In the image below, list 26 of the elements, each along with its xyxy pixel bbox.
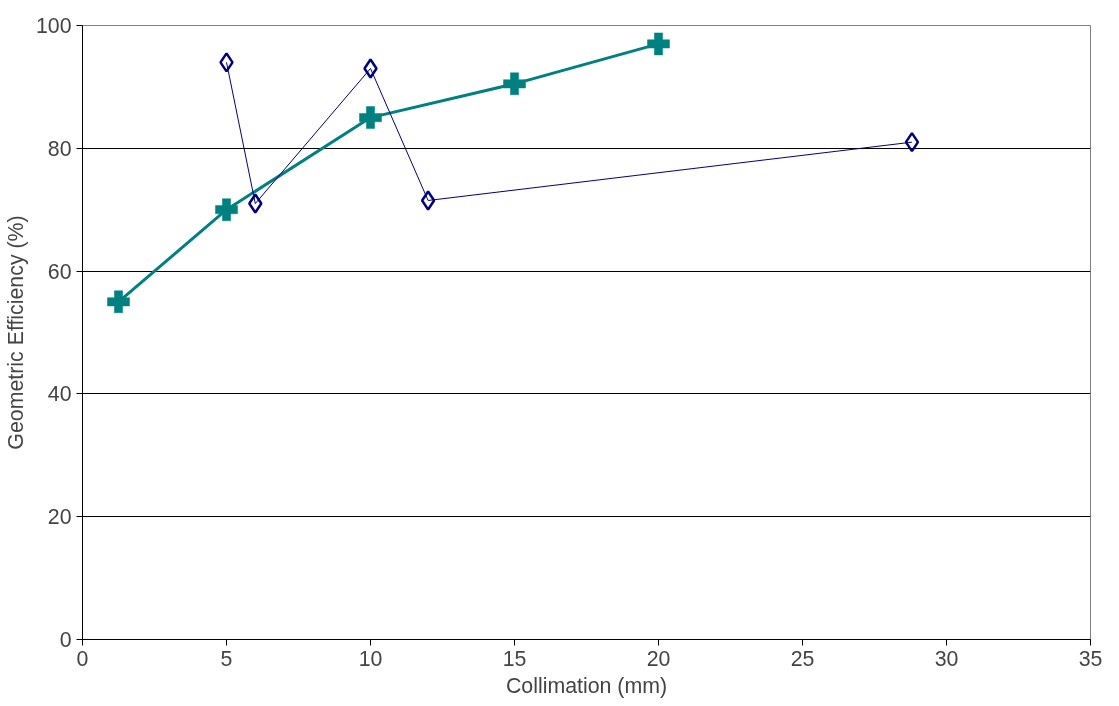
- x-tick-label: 0: [76, 646, 89, 671]
- point: [359, 106, 382, 129]
- y-axis-title: Geometric Efficiency (%): [3, 215, 28, 450]
- x-axis-title: Collimation (mm): [505, 673, 668, 698]
- y-tick-label: 0: [59, 628, 72, 652]
- y-tick-label: 20: [47, 505, 72, 530]
- x-tick-label: 15: [502, 646, 527, 671]
- point: [420, 190, 436, 211]
- y-tick-label: 60: [47, 259, 72, 284]
- x-tick-label: 30: [934, 646, 959, 671]
- point: [248, 193, 263, 214]
- point: [219, 52, 234, 73]
- point: [107, 290, 130, 314]
- x-tick-label: 35: [1078, 646, 1103, 671]
- x-tick-label: 5: [220, 646, 233, 671]
- point: [215, 198, 238, 221]
- x-tick-label: 20: [646, 646, 671, 671]
- x-tick-label: 10: [358, 646, 383, 671]
- point: [363, 58, 378, 79]
- x-tick-label: 25: [790, 646, 815, 671]
- point: [503, 72, 526, 96]
- y-tick-label: 100: [35, 14, 72, 38]
- point: [904, 131, 920, 153]
- y-tick-label: 80: [47, 136, 72, 161]
- point: [647, 32, 670, 56]
- y-tick-label: 40: [47, 382, 72, 407]
